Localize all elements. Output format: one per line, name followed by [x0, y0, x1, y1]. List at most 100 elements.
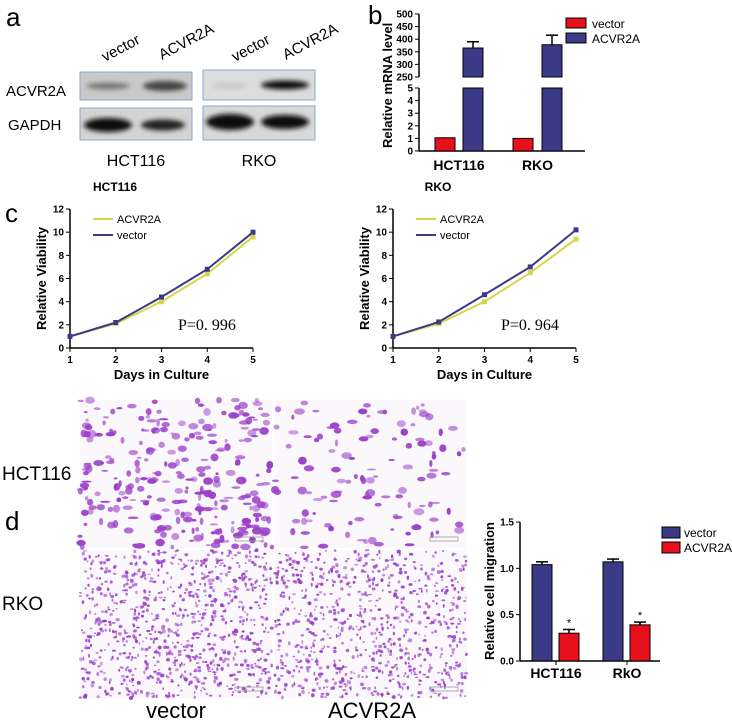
cell-stain	[345, 648, 350, 653]
cell-stain	[413, 508, 425, 516]
panel-label-a: a	[6, 2, 21, 32]
cell-stain	[431, 567, 436, 572]
cell-stain	[341, 677, 345, 682]
cell-stain	[357, 628, 361, 631]
cell-stain	[285, 443, 292, 449]
blot-row-label: GAPDH	[8, 117, 61, 134]
cell-stain	[273, 424, 280, 430]
cell-stain	[392, 625, 396, 630]
cell-stain	[137, 570, 141, 573]
cell-stain	[274, 624, 278, 628]
cell-stain	[340, 609, 345, 613]
cell-stain	[386, 692, 390, 696]
cell-stain	[197, 620, 202, 622]
cell-stain	[254, 601, 259, 604]
cell-stain	[454, 521, 464, 528]
cell-stain	[426, 577, 431, 581]
cell-stain	[146, 495, 152, 499]
cell-stain	[94, 632, 97, 635]
band	[143, 81, 187, 91]
cell-stain	[158, 671, 162, 676]
cell-stain	[288, 670, 292, 675]
cell-stain	[255, 579, 258, 583]
cell-stain	[234, 677, 239, 681]
cell-stain	[395, 663, 398, 666]
cell-stain	[226, 685, 229, 688]
cell-stain	[399, 567, 402, 571]
cell-stain	[103, 593, 108, 597]
cell-stain	[98, 554, 100, 557]
cell-stain	[417, 476, 426, 482]
cell-stain	[149, 577, 154, 580]
cell-stain	[378, 631, 382, 634]
cell-stain	[247, 578, 251, 582]
cell-stain	[142, 601, 146, 605]
cell-stain	[278, 639, 283, 642]
cell-stain	[276, 618, 281, 622]
cell-stain	[177, 499, 188, 504]
cell-stain	[131, 655, 134, 659]
cell-stain	[174, 668, 179, 672]
cell-stain	[180, 643, 183, 646]
micrograph-image	[76, 396, 275, 551]
cell-stain	[114, 635, 118, 639]
cell-stain	[190, 559, 193, 562]
cell-stain	[84, 646, 88, 650]
cell-stain	[380, 693, 383, 697]
data-point	[573, 227, 579, 233]
cell-stain	[277, 677, 281, 682]
cell-stain	[126, 693, 130, 696]
cell-stain	[128, 679, 131, 683]
cell-stain	[417, 695, 421, 699]
cell-stain	[320, 495, 328, 499]
cell-stain	[301, 640, 304, 644]
cell-stain	[319, 612, 323, 615]
cell-stain	[440, 652, 443, 656]
cell-stain	[409, 591, 414, 595]
cell-stain	[333, 659, 336, 664]
cell-stain	[186, 639, 190, 643]
cell-stain	[369, 609, 373, 612]
cell-stain	[348, 456, 356, 460]
cell-stain	[105, 558, 108, 562]
y-axis-label: Relative Viability	[357, 226, 372, 330]
cell-stain	[319, 567, 323, 571]
cell-stain	[161, 629, 166, 634]
cell-stain	[304, 594, 307, 597]
cell-stain	[258, 607, 261, 610]
cell-stain	[346, 684, 349, 686]
cell-stain	[329, 567, 333, 572]
x-tick-label: RkO	[613, 665, 642, 681]
cell-stain	[374, 686, 377, 690]
cell-stain	[446, 671, 450, 674]
cell-stain	[428, 468, 439, 472]
y-tick-label: 8	[381, 251, 387, 262]
cell-stain	[415, 593, 419, 596]
cell-stain	[378, 557, 381, 560]
micrograph-image	[270, 400, 467, 550]
cell-stain	[136, 680, 141, 685]
cell-stain	[276, 566, 280, 569]
cell-stain	[250, 663, 254, 667]
cell-stain	[419, 664, 423, 668]
cell-stain	[323, 645, 326, 649]
cell-stain	[193, 656, 197, 661]
cell-stain	[344, 672, 348, 677]
cell-stain	[116, 497, 122, 503]
cell-stain	[449, 618, 453, 621]
cell-stain	[83, 411, 88, 414]
cell-stain	[451, 608, 455, 611]
cell-stain	[360, 682, 365, 687]
cell-stain	[381, 627, 384, 631]
cell-stain	[326, 645, 330, 648]
cell-stain	[193, 580, 196, 583]
cell-stain	[348, 520, 353, 526]
cell-stain	[175, 633, 180, 637]
cell-stain	[223, 649, 227, 652]
cell-stain	[457, 681, 461, 685]
cell-stain	[319, 649, 324, 653]
cell-stain	[77, 399, 84, 403]
cell-stain	[458, 662, 462, 667]
cell-stain	[388, 458, 395, 462]
cell-stain	[96, 695, 100, 699]
